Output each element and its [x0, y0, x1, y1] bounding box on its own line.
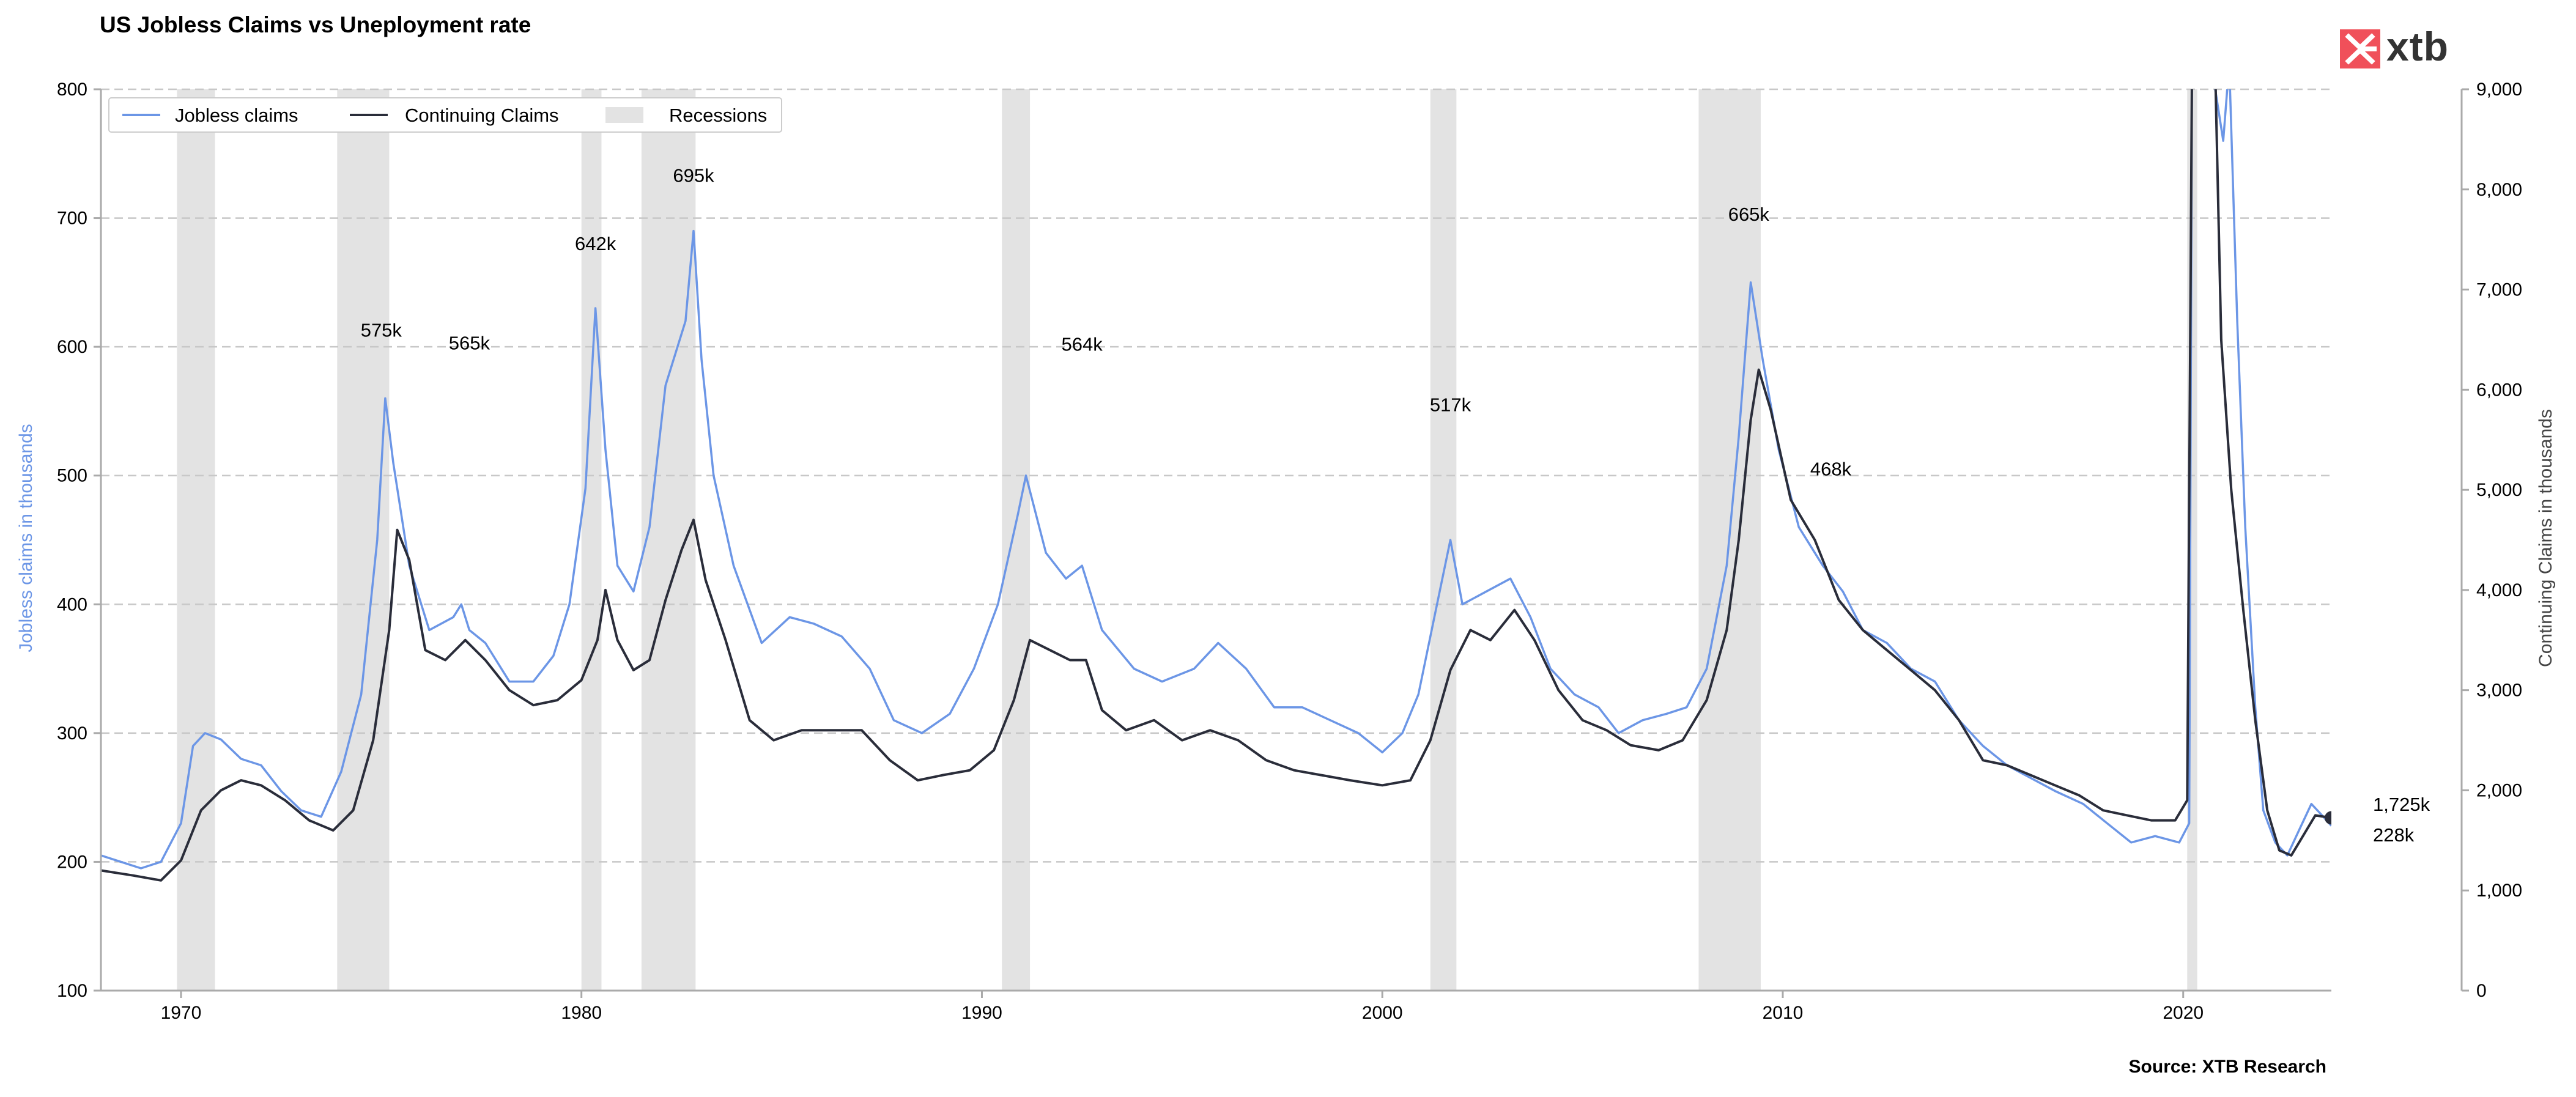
y-left-tick-label: 300 [57, 723, 87, 744]
y-left-tick-label: 700 [57, 209, 87, 229]
legend: Jobless claims Continuing Claims Recessi… [108, 97, 782, 133]
y-right-axis-title: Continuing Claims in thousands [2536, 409, 2556, 667]
peak-annotation: 517k [1430, 394, 1471, 415]
recession-band-3 [581, 89, 602, 991]
annotations: 575k 565k 642k 695k 564k 517k 665k 468k 1,725k 22… [361, 165, 2430, 846]
axes: 100 200 300 400 500 600 700 800 0 1,000 2,000 3,000… [57, 79, 2522, 1023]
peak-annotation: 695k [673, 165, 714, 187]
legend-recessions-label: Recessions [669, 105, 767, 126]
y-right-tick-label: 5,000 [2476, 480, 2522, 500]
series-lines [101, 89, 2331, 882]
continuing-end-marker [2325, 811, 2331, 825]
source-note: Source: XTB Research [2128, 1057, 2326, 1077]
y-left-tick-label: 800 [57, 79, 87, 100]
y-left-tick-label: 100 [57, 981, 87, 1001]
x-tick-label: 1990 [961, 1003, 1002, 1023]
continuing-claims-line [101, 89, 2331, 882]
peak-annotation: 665k [1728, 204, 1770, 225]
peak-annotation: 468k [1810, 459, 1852, 480]
xtb-logo-icon [2340, 29, 2380, 68]
chart-title: US Jobless Claims vs Uneployment rate [100, 12, 531, 37]
y-left-tick-label: 600 [57, 337, 87, 357]
recession-bands [177, 89, 2197, 991]
x-tick-label: 1980 [561, 1003, 602, 1023]
y-left-tick-label: 200 [57, 852, 87, 872]
legend-box [108, 97, 782, 133]
y-right-tick-label: 4,000 [2476, 580, 2522, 600]
y-right-tick-label: 2,000 [2476, 780, 2522, 800]
peak-annotation: 642k [575, 233, 616, 254]
y-right-tick-label: 3,000 [2476, 681, 2522, 701]
y-right-tick-label: 6,000 [2476, 380, 2522, 400]
recession-band-4 [641, 89, 696, 991]
x-tick-label: 1970 [161, 1003, 202, 1023]
y-left-axis-title: Jobless claims in thousands [16, 424, 36, 652]
y-left-tick-label: 400 [57, 594, 87, 615]
y-right-tick-label: 0 [2476, 981, 2487, 1001]
xtb-logo-text: xtb [2386, 24, 2449, 69]
legend-recessions-swatch [605, 107, 643, 123]
continuing-end-label: 1,725k [2373, 794, 2430, 815]
legend-jobless-label: Jobless claims [175, 105, 298, 126]
y-right-tick-label: 1,000 [2476, 881, 2522, 901]
horizontal-gridlines [101, 88, 2331, 863]
y-right-tick-label: 9,000 [2476, 79, 2522, 100]
x-tick-label: 2020 [2163, 1003, 2204, 1023]
peak-annotation: 564k [1062, 333, 1103, 355]
x-tick-label: 2000 [1362, 1003, 1403, 1023]
legend-continuing-label: Continuing Claims [405, 105, 559, 126]
jobless-claims-line [101, 89, 2331, 870]
x-tick-label: 2010 [1763, 1003, 1804, 1023]
y-right-tick-label: 8,000 [2476, 180, 2522, 200]
recession-band-6 [1430, 89, 1457, 991]
recession-band-2 [337, 89, 390, 991]
peak-annotation: 565k [449, 332, 490, 353]
y-left-tick-label: 500 [57, 466, 87, 486]
recession-band-1 [177, 89, 215, 991]
y-right-tick-label: 7,000 [2476, 280, 2522, 300]
peak-annotation: 575k [361, 319, 402, 341]
recession-band-5 [1002, 89, 1031, 991]
jobless-end-label: 228k [2373, 824, 2415, 846]
